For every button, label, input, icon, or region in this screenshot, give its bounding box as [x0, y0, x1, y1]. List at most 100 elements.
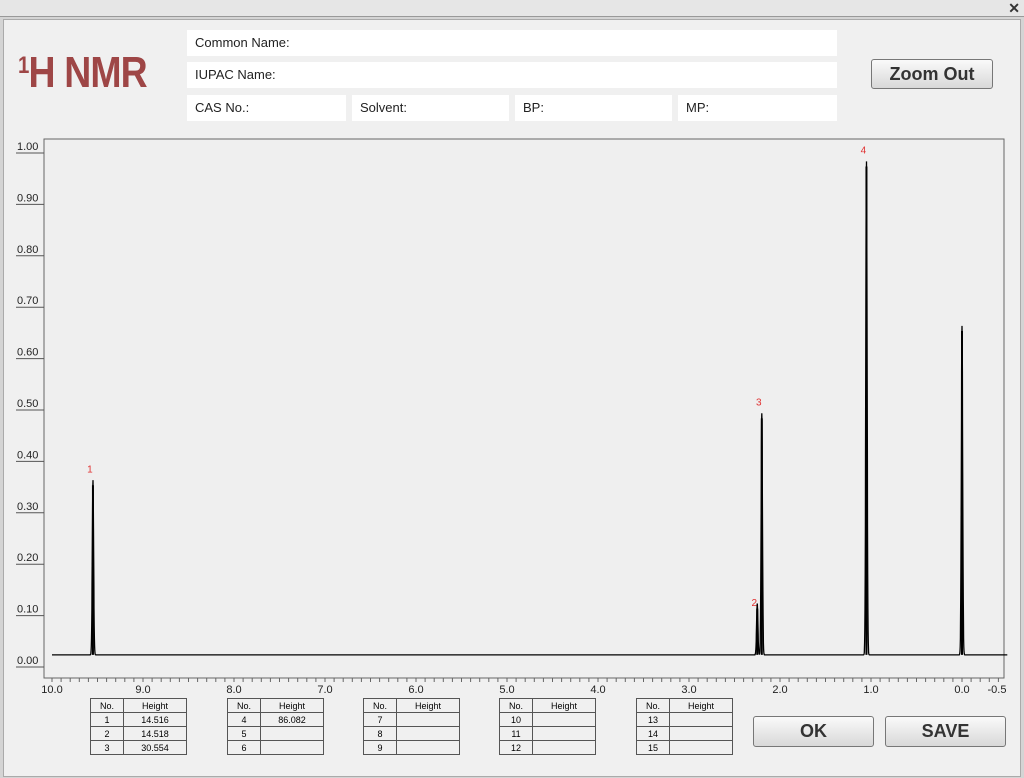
peak-table: No. Height 4 86.082 5 6: [227, 698, 324, 755]
table-header: No. Height: [636, 698, 733, 713]
column-header: Height: [123, 698, 187, 713]
y-tick-label: 0.80: [17, 244, 38, 256]
table-row: 2 14.518: [90, 726, 187, 741]
table-row: 7: [363, 712, 460, 727]
peak-number: 5: [227, 726, 261, 741]
peak-number: 8: [363, 726, 397, 741]
table-row: 9: [363, 740, 460, 755]
peak-height: 30.554: [123, 740, 187, 755]
table-header: No. Height: [363, 698, 460, 713]
peak-height: [396, 726, 460, 741]
y-tick-label: 0.10: [17, 604, 38, 616]
x-tick-label: 5.0: [499, 684, 514, 696]
table-row: 5: [227, 726, 324, 741]
y-tick-label: 0.90: [17, 192, 38, 204]
peak-number: 13: [636, 712, 670, 727]
solvent-field[interactable]: Solvent:: [352, 95, 509, 121]
peak-table: No. Height 10 11 12: [499, 698, 596, 755]
peak-label: 4: [861, 146, 867, 157]
common-name-field[interactable]: Common Name:: [187, 30, 837, 56]
column-header: Height: [260, 698, 324, 713]
peak-height: [669, 726, 733, 741]
peak-height: [532, 726, 596, 741]
y-tick-label: 1.00: [17, 141, 38, 153]
column-header: Height: [532, 698, 596, 713]
peak-number: 11: [499, 726, 533, 741]
peak-number: 15: [636, 740, 670, 755]
close-icon[interactable]: ✕: [1008, 0, 1020, 16]
peak-height: [260, 740, 324, 755]
y-tick-label: 0.40: [17, 449, 38, 461]
peak-height: [669, 712, 733, 727]
x-tick-label: 1.0: [863, 684, 878, 696]
peak-number: 12: [499, 740, 533, 755]
peak-label: 3: [756, 398, 762, 409]
cas-field[interactable]: CAS No.:: [187, 95, 346, 121]
peak-table: No. Height 1 14.516 2 14.518 3 30.554: [90, 698, 187, 755]
x-tick-label: 4.0: [590, 684, 605, 696]
peak-height: [669, 740, 733, 755]
table-header: No. Height: [90, 698, 187, 713]
peak-height: 14.518: [123, 726, 187, 741]
peak-number: 6: [227, 740, 261, 755]
peak-height: [396, 740, 460, 755]
table-row: 3 30.554: [90, 740, 187, 755]
table-row: 12: [499, 740, 596, 755]
peak-number: 10: [499, 712, 533, 727]
spectrum-line: [52, 161, 1008, 656]
x-tick-label: 2.0: [772, 684, 787, 696]
column-header: No.: [90, 698, 124, 713]
peak-height: 86.082: [260, 712, 324, 727]
y-tick-label: 0.60: [17, 347, 38, 359]
table-row: 1 14.516: [90, 712, 187, 727]
mp-field[interactable]: MP:: [678, 95, 837, 121]
peak-number: 1: [90, 712, 124, 727]
table-row: 11: [499, 726, 596, 741]
column-header: No.: [499, 698, 533, 713]
column-header: No.: [363, 698, 397, 713]
table-row: 14: [636, 726, 733, 741]
y-tick-label: 0.30: [17, 501, 38, 513]
save-button[interactable]: SAVE: [885, 716, 1006, 747]
y-tick-label: 0.00: [17, 655, 38, 667]
x-tick-label: 6.0: [408, 684, 423, 696]
bp-field[interactable]: BP:: [515, 95, 672, 121]
peak-number: 4: [227, 712, 261, 727]
peak-height: [260, 726, 324, 741]
peak-number: 14: [636, 726, 670, 741]
table-row: 13: [636, 712, 733, 727]
ok-button[interactable]: OK: [753, 716, 874, 747]
x-tick-label: 3.0: [681, 684, 696, 696]
zoom-out-button[interactable]: Zoom Out: [871, 59, 993, 89]
table-row: 10: [499, 712, 596, 727]
peak-height: [396, 712, 460, 727]
title-bar: ✕: [0, 0, 1024, 17]
peak-height: [532, 712, 596, 727]
x-tick-label: -0.5: [988, 684, 1007, 696]
peak-number: 3: [90, 740, 124, 755]
x-tick-label: 0.0: [954, 684, 969, 696]
peak-table: No. Height 7 8 9: [363, 698, 460, 755]
x-tick-label: 10.0: [41, 684, 62, 696]
column-header: Height: [669, 698, 733, 713]
peak-number: 2: [90, 726, 124, 741]
column-header: No.: [636, 698, 670, 713]
y-tick-label: 0.50: [17, 398, 38, 410]
x-tick-label: 9.0: [135, 684, 150, 696]
table-row: 4 86.082: [227, 712, 324, 727]
table-header: No. Height: [227, 698, 324, 713]
peak-label: 1: [87, 464, 93, 475]
y-tick-label: 0.20: [17, 552, 38, 564]
peak-number: 9: [363, 740, 397, 755]
table-header: No. Height: [499, 698, 596, 713]
table-row: 15: [636, 740, 733, 755]
iupac-name-field[interactable]: IUPAC Name:: [187, 62, 837, 88]
y-tick-label: 0.70: [17, 295, 38, 307]
peak-table: No. Height 13 14 15: [636, 698, 733, 755]
peak-label: 2: [751, 598, 757, 609]
page-title: 1H NMR: [18, 48, 148, 97]
column-header: No.: [227, 698, 261, 713]
table-row: 6: [227, 740, 324, 755]
column-header: Height: [396, 698, 460, 713]
